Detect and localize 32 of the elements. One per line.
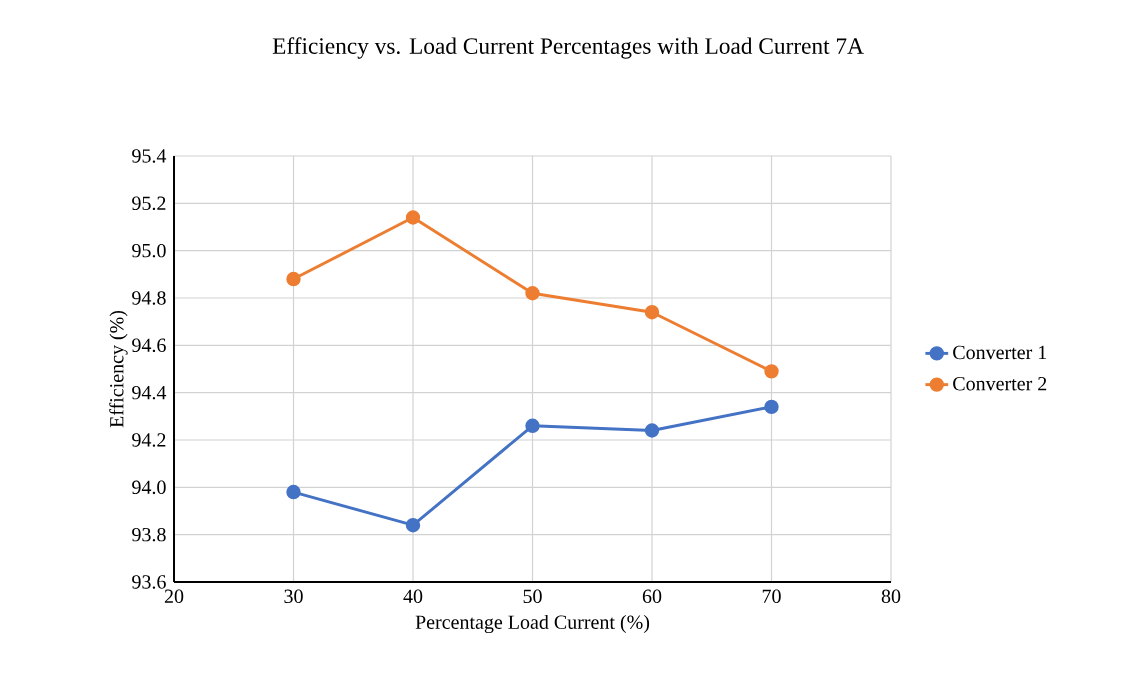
y-tick-label: 94.4	[132, 385, 167, 400]
y-tick-label: 93.8	[132, 527, 166, 542]
point	[405, 518, 421, 533]
legend-label: Converter 2	[953, 377, 1047, 391]
x-tick-label: 30	[284, 589, 303, 604]
legend-label: Converter 1	[953, 345, 1047, 360]
point	[644, 305, 660, 320]
point	[764, 399, 779, 415]
y-tick-label: 95.0	[132, 243, 166, 258]
point	[405, 210, 421, 225]
point	[525, 286, 540, 301]
x-tick-label: 20	[164, 589, 184, 604]
x-tick-label: 80	[881, 589, 901, 604]
y-axis-title: Efficiency (%)	[109, 310, 128, 428]
x-tick-label: 40	[403, 589, 423, 604]
chart-title: Efficiency vs. Load Current Percentages with Load Current 7A	[272, 37, 864, 59]
x-tick-label: 50	[523, 589, 542, 604]
x-tick-label: 60	[642, 589, 662, 604]
y-tick-label: 94.6	[132, 338, 166, 353]
y-tick-label: 94.0	[132, 480, 166, 495]
y-tick-label: 94.8	[132, 291, 166, 305]
point	[286, 484, 301, 500]
x-axis-title: Percentage Load Current (%)	[415, 614, 650, 634]
y-tick-label: 95.4	[132, 149, 167, 163]
y-tick-label: 94.2	[132, 433, 166, 447]
point	[764, 364, 779, 379]
y-tick-label: 93.6	[132, 575, 166, 589]
y-tick-label: 95.2	[132, 196, 166, 211]
point	[525, 418, 540, 434]
x-tick-label: 70	[762, 589, 781, 604]
point	[286, 271, 301, 287]
point	[644, 423, 660, 438]
